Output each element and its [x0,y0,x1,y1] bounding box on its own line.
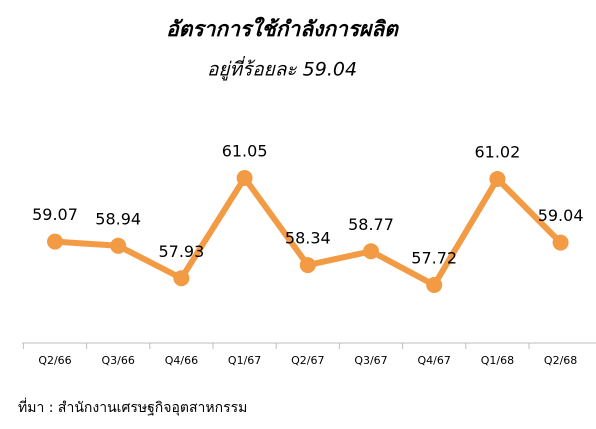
data-point [299,257,316,274]
data-point [552,234,569,251]
x-tick-label: Q1/67 [228,354,261,367]
x-tick-label: Q4/67 [418,354,451,367]
chart-title: อัตราการใช้กำลังการผลิต [166,16,399,41]
chart-subtitle: อยู่ที่ร้อยละ 59.04 [207,56,357,81]
data-label: 57.72 [411,249,457,268]
x-tick-label: Q2/66 [38,354,71,367]
x-tick-label: Q3/66 [102,354,135,367]
x-tick-label: Q4/66 [165,354,198,367]
data-point [47,233,63,250]
x-tick-label: Q1/68 [481,354,514,367]
data-label: 58.94 [95,209,141,228]
x-tick-label: Q3/67 [354,354,387,367]
data-label: 58.77 [348,215,394,234]
data-label: 61.05 [222,142,268,161]
data-point [236,170,253,186]
data-label: 57.93 [158,242,204,261]
x-tick-label: Q2/67 [291,354,324,367]
data-point [173,270,190,287]
source-note: ที่มา : สำนักงานเศรษฐกิจอุตสาหกรรม [18,398,247,416]
data-label: 59.04 [538,206,584,225]
data-point [489,170,506,187]
data-point [363,243,379,260]
data-label: 61.02 [474,142,520,161]
x-tick-label: Q2/68 [544,354,577,367]
data-label: 58.34 [285,229,331,248]
data-point [110,237,127,254]
data-point [426,277,443,293]
data-label: 59.07 [32,205,78,224]
